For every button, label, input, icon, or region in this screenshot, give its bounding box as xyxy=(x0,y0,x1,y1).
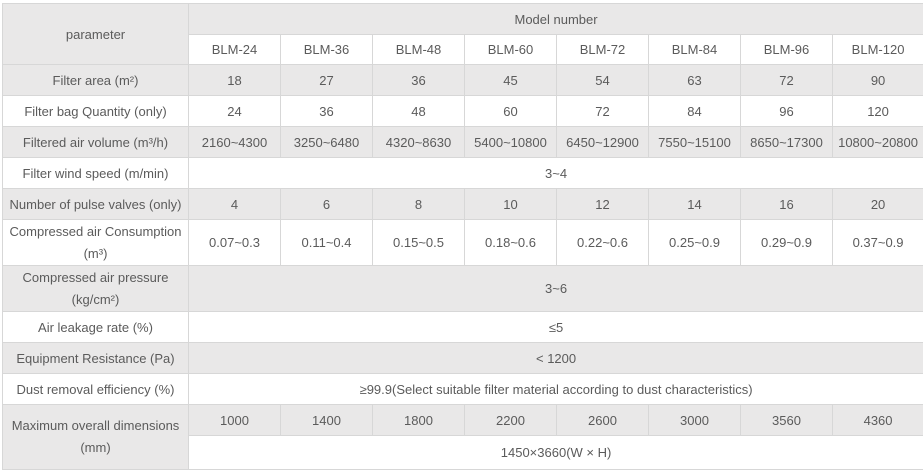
max-dimensions-value: 4360 xyxy=(833,405,923,436)
filter-bag-label: Filter bag Quantity (only) xyxy=(3,96,189,127)
row-filter-bag: Filter bag Quantity (only) 24 36 48 60 7… xyxy=(3,96,923,127)
air-pressure-label-line2: (kg/cm²) xyxy=(5,289,186,311)
filter-area-value: 63 xyxy=(649,65,741,96)
air-consumption-value: 0.07~0.3 xyxy=(189,220,281,266)
max-dimensions-value: 1800 xyxy=(373,405,465,436)
overall-dimensions-value: 1450×3660(W × H) xyxy=(189,436,923,470)
row-equipment-resistance: Equipment Resistance (Pa) < 1200 xyxy=(3,343,923,374)
filter-bag-value: 36 xyxy=(281,96,373,127)
filter-bag-value: 48 xyxy=(373,96,465,127)
air-pressure-label-line1: Compressed air pressure xyxy=(5,267,186,289)
model-column-header: BLM-60 xyxy=(465,35,557,65)
max-dimensions-label-line1: Maximum overall dimensions xyxy=(5,415,186,437)
filter-area-value: 90 xyxy=(833,65,923,96)
air-consumption-value: 0.37~0.9 xyxy=(833,220,923,266)
pulse-valves-value: 10 xyxy=(465,189,557,220)
dust-removal-label: Dust removal efficiency (%) xyxy=(3,374,189,405)
air-volume-value: 3250~6480 xyxy=(281,127,373,158)
row-air-leakage: Air leakage rate (%) ≤5 xyxy=(3,312,923,343)
air-consumption-label-line1: Compressed air Consumption xyxy=(5,221,186,243)
row-air-volume: Filtered air volume (m³/h) 2160~4300 325… xyxy=(3,127,923,158)
air-volume-value: 4320~8630 xyxy=(373,127,465,158)
air-consumption-value: 0.29~0.9 xyxy=(741,220,833,266)
row-dust-removal: Dust removal efficiency (%) ≥99.9(Select… xyxy=(3,374,923,405)
dust-removal-value: ≥99.9(Select suitable filter material ac… xyxy=(189,374,923,405)
spec-table-container: parameter Model number BLM-24 BLM-36 BLM… xyxy=(2,3,923,470)
model-column-header: BLM-84 xyxy=(649,35,741,65)
row-pulse-valves: Number of pulse valves (only) 4 6 8 10 1… xyxy=(3,189,923,220)
row-air-consumption: Compressed air Consumption (m³) 0.07~0.3… xyxy=(3,220,923,266)
filter-area-value: 72 xyxy=(741,65,833,96)
air-volume-label: Filtered air volume (m³/h) xyxy=(3,127,189,158)
model-column-header: BLM-48 xyxy=(373,35,465,65)
air-leakage-value: ≤5 xyxy=(189,312,923,343)
max-dimensions-value: 2200 xyxy=(465,405,557,436)
filter-area-label: Filter area (m²) xyxy=(3,65,189,96)
air-leakage-label: Air leakage rate (%) xyxy=(3,312,189,343)
parameter-header: parameter xyxy=(3,4,189,65)
wind-speed-label: Filter wind speed (m/min) xyxy=(3,158,189,189)
max-dimensions-value: 2600 xyxy=(557,405,649,436)
filter-bag-value: 120 xyxy=(833,96,923,127)
pulse-valves-value: 14 xyxy=(649,189,741,220)
air-volume-value: 7550~15100 xyxy=(649,127,741,158)
row-air-pressure: Compressed air pressure (kg/cm²) 3~6 xyxy=(3,266,923,312)
air-consumption-value: 0.25~0.9 xyxy=(649,220,741,266)
row-filter-area: Filter area (m²) 18 27 36 45 54 63 72 90 xyxy=(3,65,923,96)
air-volume-value: 2160~4300 xyxy=(189,127,281,158)
pulse-valves-value: 4 xyxy=(189,189,281,220)
filter-bag-value: 72 xyxy=(557,96,649,127)
air-consumption-value: 0.18~0.6 xyxy=(465,220,557,266)
pulse-valves-value: 12 xyxy=(557,189,649,220)
air-consumption-label: Compressed air Consumption (m³) xyxy=(3,220,189,266)
max-dimensions-label: Maximum overall dimensions (mm) xyxy=(3,405,189,470)
spec-table: parameter Model number BLM-24 BLM-36 BLM… xyxy=(2,3,923,470)
row-max-dimensions: Maximum overall dimensions (mm) 1000 140… xyxy=(3,405,923,436)
filter-area-value: 54 xyxy=(557,65,649,96)
pulse-valves-label: Number of pulse valves (only) xyxy=(3,189,189,220)
filter-bag-value: 24 xyxy=(189,96,281,127)
wind-speed-value: 3~4 xyxy=(189,158,923,189)
model-column-header: BLM-120 xyxy=(833,35,923,65)
model-number-header: Model number xyxy=(189,4,923,35)
header-row-model-number: parameter Model number xyxy=(3,4,923,35)
model-column-header: BLM-36 xyxy=(281,35,373,65)
air-volume-value: 6450~12900 xyxy=(557,127,649,158)
max-dimensions-value: 1000 xyxy=(189,405,281,436)
max-dimensions-value: 3560 xyxy=(741,405,833,436)
air-consumption-label-line2: (m³) xyxy=(5,243,186,265)
pulse-valves-value: 16 xyxy=(741,189,833,220)
equipment-resistance-label: Equipment Resistance (Pa) xyxy=(3,343,189,374)
max-dimensions-value: 1400 xyxy=(281,405,373,436)
filter-area-value: 18 xyxy=(189,65,281,96)
air-volume-value: 10800~20800 xyxy=(833,127,923,158)
filter-area-value: 45 xyxy=(465,65,557,96)
air-volume-value: 8650~17300 xyxy=(741,127,833,158)
equipment-resistance-value: < 1200 xyxy=(189,343,923,374)
row-wind-speed: Filter wind speed (m/min) 3~4 xyxy=(3,158,923,189)
air-consumption-value: 0.11~0.4 xyxy=(281,220,373,266)
air-pressure-value: 3~6 xyxy=(189,266,923,312)
model-column-header: BLM-72 xyxy=(557,35,649,65)
model-column-header: BLM-24 xyxy=(189,35,281,65)
pulse-valves-value: 20 xyxy=(833,189,923,220)
air-consumption-value: 0.22~0.6 xyxy=(557,220,649,266)
pulse-valves-value: 6 xyxy=(281,189,373,220)
pulse-valves-value: 8 xyxy=(373,189,465,220)
filter-bag-value: 96 xyxy=(741,96,833,127)
max-dimensions-label-line2: (mm) xyxy=(5,437,186,459)
air-consumption-value: 0.15~0.5 xyxy=(373,220,465,266)
filter-bag-value: 60 xyxy=(465,96,557,127)
filter-area-value: 27 xyxy=(281,65,373,96)
filter-area-value: 36 xyxy=(373,65,465,96)
air-pressure-label: Compressed air pressure (kg/cm²) xyxy=(3,266,189,312)
air-volume-value: 5400~10800 xyxy=(465,127,557,158)
max-dimensions-value: 3000 xyxy=(649,405,741,436)
filter-bag-value: 84 xyxy=(649,96,741,127)
model-column-header: BLM-96 xyxy=(741,35,833,65)
